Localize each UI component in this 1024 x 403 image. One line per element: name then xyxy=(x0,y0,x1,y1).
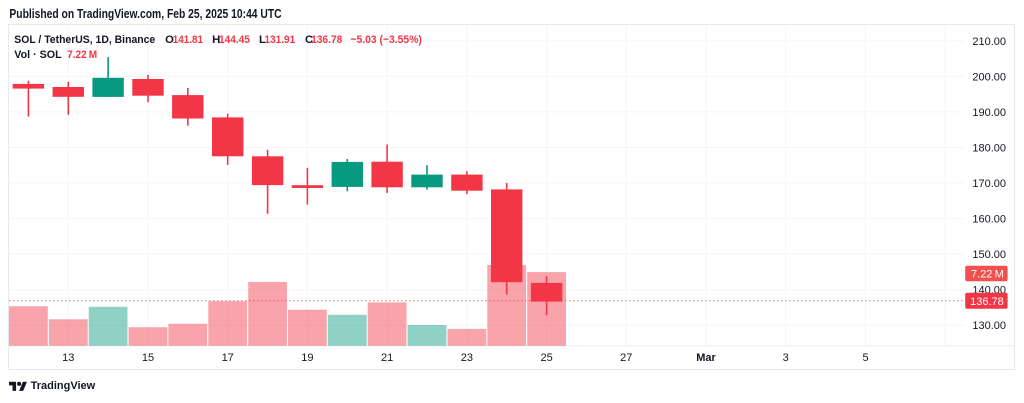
svg-text:19: 19 xyxy=(301,352,313,364)
svg-text:Mar: Mar xyxy=(696,352,716,364)
svg-text:7.22 M: 7.22 M xyxy=(67,49,97,61)
svg-text:150.00: 150.00 xyxy=(972,249,1006,261)
svg-text:Vol · SOL: Vol · SOL xyxy=(14,49,61,61)
svg-text:131.91: 131.91 xyxy=(264,34,295,46)
svg-text:141.81: 141.81 xyxy=(173,34,203,46)
svg-text:136.78: 136.78 xyxy=(311,34,342,46)
svg-text:O: O xyxy=(165,34,174,46)
svg-text:210.00: 210.00 xyxy=(972,36,1006,48)
svg-text:3: 3 xyxy=(783,352,789,364)
svg-text:13: 13 xyxy=(62,352,74,364)
svg-text:130.00: 130.00 xyxy=(972,320,1006,332)
svg-text:170.00: 170.00 xyxy=(972,178,1006,190)
svg-text:21: 21 xyxy=(381,352,393,364)
svg-text:200.00: 200.00 xyxy=(972,71,1006,83)
svg-text:15: 15 xyxy=(142,352,154,364)
svg-text:25: 25 xyxy=(540,352,552,364)
svg-text:5: 5 xyxy=(862,352,868,364)
svg-text:180.00: 180.00 xyxy=(972,143,1006,155)
svg-text:136.78: 136.78 xyxy=(970,296,1004,308)
svg-text:23: 23 xyxy=(461,352,473,364)
svg-text:17: 17 xyxy=(222,352,234,364)
svg-text:L: L xyxy=(259,34,266,46)
svg-text:7.22 M: 7.22 M xyxy=(971,268,1004,280)
svg-text:TradingView: TradingView xyxy=(31,380,96,392)
svg-text:−5.03 (−3.55%): −5.03 (−3.55%) xyxy=(350,34,422,46)
svg-text:C: C xyxy=(305,34,313,46)
svg-text:Published on TradingView.com,: Published on TradingView.com, Feb 25, 20… xyxy=(9,7,281,21)
svg-text:160.00: 160.00 xyxy=(972,214,1006,226)
svg-text:190.00: 190.00 xyxy=(972,107,1006,119)
svg-text:SOL / TetherUS, 1D, Binance: SOL / TetherUS, 1D, Binance xyxy=(14,34,155,46)
svg-text:27: 27 xyxy=(620,352,632,364)
svg-text:144.45: 144.45 xyxy=(219,34,250,46)
svg-text:H: H xyxy=(212,34,220,46)
